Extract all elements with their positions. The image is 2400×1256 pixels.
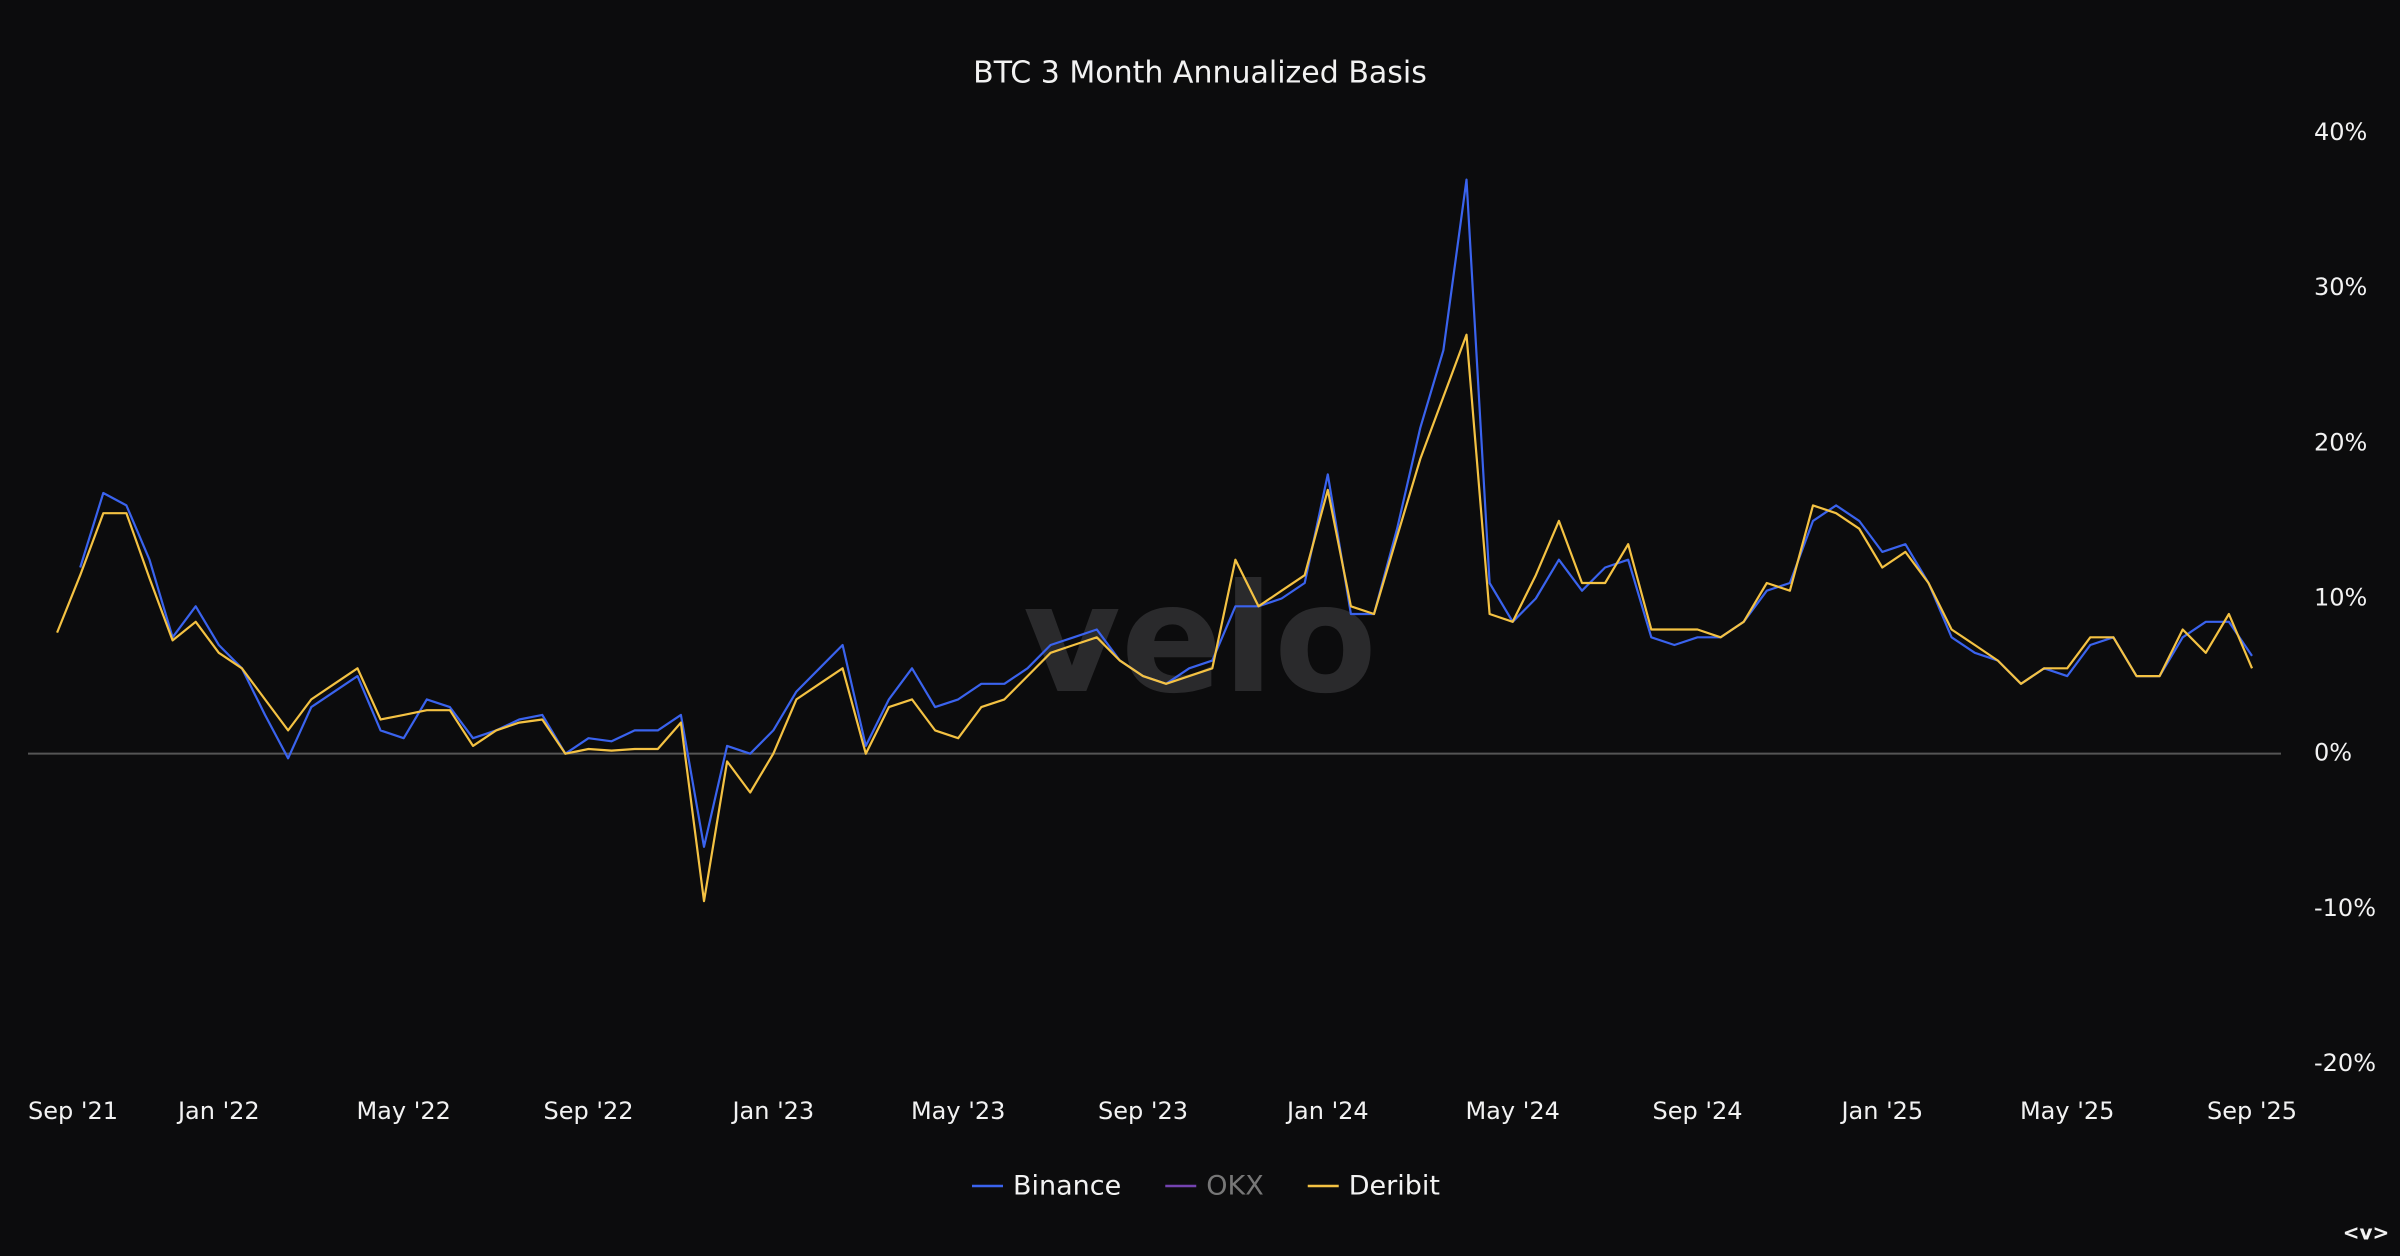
y-tick-label: 0% — [2314, 739, 2352, 767]
line-deribit — [56, 333, 2254, 903]
y-tick-label: -20% — [2314, 1049, 2376, 1077]
x-tick-label: May '23 — [911, 1097, 1005, 1125]
x-tick-label: Sep '21 — [28, 1097, 118, 1125]
x-tick-label: Jan '22 — [176, 1097, 260, 1125]
y-tick-label: -10% — [2314, 894, 2376, 922]
chart-title: BTC 3 Month Annualized Basis — [973, 56, 1427, 91]
x-tick-label: Jan '24 — [1285, 1097, 1369, 1125]
legend-label[interactable]: Deribit — [1349, 1171, 1440, 1202]
x-tick-label: Jan '23 — [730, 1097, 814, 1125]
x-tick-label: May '24 — [1465, 1097, 1559, 1125]
legend-label[interactable]: Binance — [1013, 1171, 1121, 1202]
x-tick-label: May '22 — [356, 1097, 450, 1125]
y-tick-label: 40% — [2314, 118, 2367, 146]
x-tick-label: Sep '25 — [2207, 1097, 2297, 1125]
corner-mark: <v> — [2343, 1221, 2390, 1245]
y-tick-label: 10% — [2314, 584, 2367, 612]
x-tick-label: Jan '25 — [1839, 1097, 1923, 1125]
x-tick-label: Sep '22 — [544, 1097, 634, 1125]
watermark: velo — [1023, 553, 1377, 727]
y-tick-label: 30% — [2314, 273, 2367, 301]
legend-label[interactable]: OKX — [1206, 1171, 1263, 1202]
x-tick-label: May '25 — [2020, 1097, 2114, 1125]
x-tick-label: Sep '24 — [1653, 1097, 1743, 1125]
y-tick-label: 20% — [2314, 428, 2367, 456]
x-tick-label: Sep '23 — [1098, 1097, 1188, 1125]
